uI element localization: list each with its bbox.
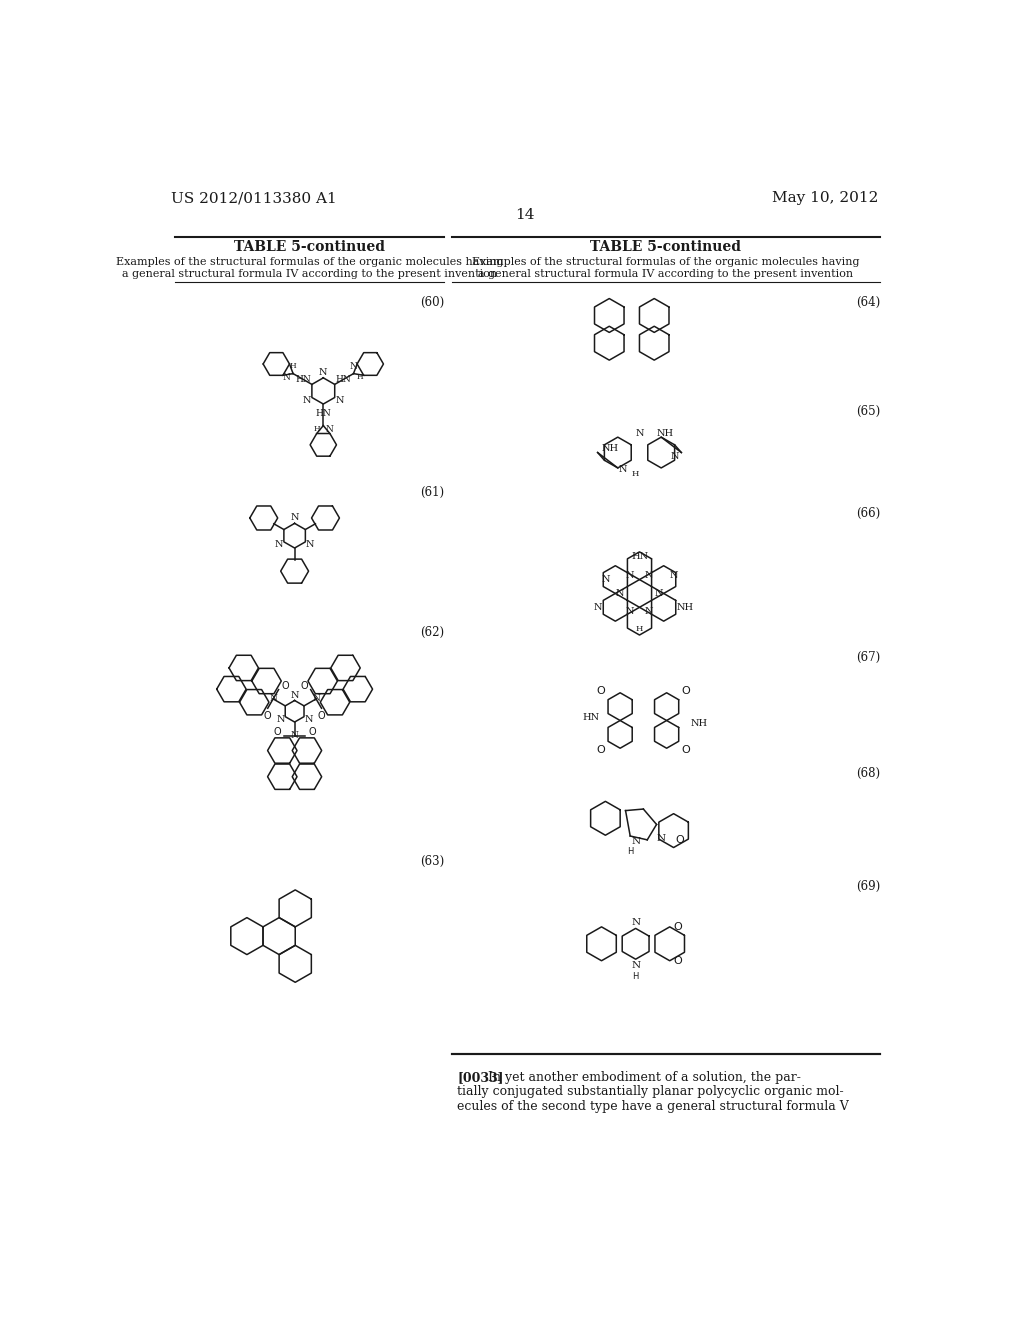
Text: NH: NH [677,603,694,611]
Text: N: N [645,607,653,616]
Text: (65): (65) [856,405,881,418]
Text: O: O [674,956,683,966]
Text: (67): (67) [856,651,881,664]
Text: H: H [627,847,634,855]
Text: HN: HN [631,552,648,561]
Text: O: O [264,711,271,721]
Text: N: N [312,694,321,704]
Text: N: N [654,589,664,598]
Text: tially conjugated substantially planar polycyclic organic mol-: tially conjugated substantially planar p… [458,1085,844,1098]
Text: TABLE 5-continued: TABLE 5-continued [591,240,741,253]
Text: May 10, 2012: May 10, 2012 [772,191,879,206]
Text: N: N [276,715,285,723]
Text: (62): (62) [420,626,444,639]
Text: (68): (68) [856,767,881,780]
Text: NH: NH [601,445,618,453]
Text: O: O [596,744,605,755]
Text: (63): (63) [420,855,444,869]
Text: (60): (60) [420,296,444,309]
Text: H: H [632,470,639,478]
Text: In yet another embodiment of a solution, the par-: In yet another embodiment of a solution,… [488,1071,801,1084]
Text: N: N [626,572,634,579]
Text: N: N [601,576,609,583]
Text: N: N [303,396,311,405]
Text: N: N [631,917,640,927]
Text: H: H [633,972,639,981]
Text: Examples of the structural formulas of the organic molecules having
a general st: Examples of the structural formulas of t… [116,257,503,279]
Text: H: H [356,374,364,381]
Text: TABLE 5-continued: TABLE 5-continued [233,240,385,253]
Text: (61): (61) [420,486,444,499]
Text: O: O [308,727,316,737]
Text: N: N [618,465,627,474]
Text: N: N [319,368,328,378]
Text: O: O [676,834,684,845]
Text: N: N [274,540,284,549]
Text: N: N [350,362,357,371]
Text: (69): (69) [856,880,881,892]
Text: O: O [300,681,308,690]
Text: N: N [291,731,299,741]
Text: N: N [304,715,313,723]
Text: N: N [335,396,344,405]
Text: O: O [282,681,289,690]
Text: US 2012/0113380 A1: US 2012/0113380 A1 [171,191,336,206]
Text: H: H [636,624,643,632]
Text: N: N [615,589,625,598]
Text: N: N [670,572,678,581]
Text: 14: 14 [515,209,535,222]
Text: N: N [291,513,299,523]
Text: N: N [326,425,334,434]
Text: N: N [656,834,666,842]
Text: HN: HN [582,713,599,722]
Text: N: N [631,961,640,970]
Text: N: N [635,429,644,438]
Text: HN: HN [296,375,311,384]
Text: [0033]: [0033] [458,1071,504,1084]
Text: N: N [645,572,653,579]
Text: N: N [594,603,602,611]
Text: ecules of the second type have a general structural formula V: ecules of the second type have a general… [458,1100,849,1113]
Text: (66): (66) [856,507,881,520]
Text: NH: NH [656,429,674,438]
Text: O: O [674,921,683,932]
Text: O: O [682,686,690,696]
Text: N: N [291,690,299,700]
Text: N: N [306,540,314,549]
Text: O: O [317,711,326,721]
Text: Examples of the structural formulas of the organic molecules having
a general st: Examples of the structural formulas of t… [472,257,859,279]
Text: O: O [596,686,605,696]
Text: HN: HN [335,375,351,384]
Text: N: N [631,837,640,846]
Text: HN: HN [315,409,331,418]
Text: N: N [626,607,634,616]
Text: (64): (64) [856,296,881,309]
Text: O: O [682,744,690,755]
Text: H: H [313,425,321,433]
Text: N: N [283,372,291,381]
Text: N: N [269,694,278,704]
Text: N: N [670,451,679,461]
Text: O: O [273,727,281,737]
Text: H: H [290,363,296,371]
Text: NH: NH [690,719,708,729]
